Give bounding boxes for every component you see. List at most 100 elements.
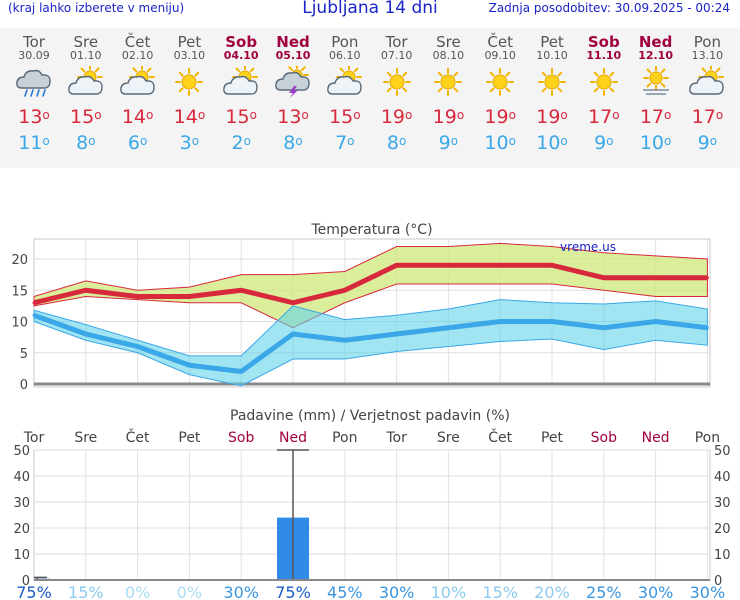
- day-column: Pet 03.10 14o 3o: [163, 28, 215, 154]
- min-temp: 9o: [594, 132, 614, 154]
- day-name: Čet: [124, 33, 151, 51]
- max-temp: 15o: [225, 106, 257, 128]
- temp-point: [239, 370, 243, 373]
- precip-ytick-left: 50: [13, 444, 30, 459]
- day-name: Čet: [487, 33, 513, 51]
- sun-icon: [378, 66, 416, 98]
- max-temp: 14o: [173, 106, 206, 128]
- precip-probability: 10%: [431, 583, 467, 600]
- precip-ytick-right: 40: [714, 470, 731, 485]
- temp-ytick-label: 10: [11, 316, 28, 331]
- precip-xtick-label: Sob: [228, 430, 254, 446]
- precip-probability: 0%: [177, 583, 202, 600]
- partly-cloudy-icon: [222, 64, 260, 98]
- day-date: 01.10: [70, 49, 102, 62]
- day-date: 09.10: [484, 49, 516, 62]
- precip-ytick-left: 0: [22, 574, 30, 589]
- min-temp: 10o: [639, 132, 672, 154]
- day-column: Tor 30.09 13o 11o: [8, 28, 60, 154]
- precip-probability: 30%: [379, 583, 415, 600]
- precip-probability: 75%: [16, 583, 52, 600]
- min-temp: 11o: [18, 132, 50, 154]
- temp-ytick-label: 0: [20, 378, 28, 393]
- temp-point: [446, 263, 450, 267]
- precip-chart-title: Padavine (mm) / Verjetnost padavin (%): [230, 408, 510, 424]
- location-hint[interactable]: (kraj lahko izberete v meniju): [8, 1, 185, 15]
- day-column: Tor 07.10 19o 8o: [371, 28, 423, 154]
- precip-probability: 20%: [534, 583, 570, 600]
- day-date: 03.10: [173, 49, 206, 62]
- precip-xtick-label: Tor: [385, 430, 407, 446]
- max-temp: 19o: [432, 106, 465, 128]
- day-date: 05.10: [275, 49, 311, 62]
- precip-xtick-label: Pon: [332, 430, 357, 446]
- temp-point: [705, 326, 709, 330]
- max-temp: 13o: [277, 106, 309, 128]
- day-name: Pet: [540, 33, 564, 51]
- thunderstorm-icon: [274, 63, 312, 98]
- max-temp: 15o: [329, 106, 361, 128]
- max-temp: 13o: [18, 106, 50, 128]
- temp-ytick-label: 15: [11, 284, 28, 299]
- day-column: Sob 04.10 15o 2o: [215, 28, 267, 154]
- temp-point: [343, 338, 347, 342]
- min-temp: 2o: [231, 132, 251, 154]
- day-date: 04.10: [223, 49, 259, 62]
- precip-xtick-label: Sre: [74, 430, 97, 446]
- precip-ytick-left: 10: [13, 548, 30, 563]
- temp-point: [550, 263, 554, 267]
- temp-series-line: [33, 312, 708, 374]
- precip-ytick-left: 30: [13, 496, 30, 511]
- precip-probability: 15%: [68, 583, 104, 600]
- day-name: Sre: [436, 33, 461, 51]
- day-name: Tor: [385, 33, 408, 51]
- precip-xtick-label: Pet: [178, 430, 201, 446]
- partly-cloudy-icon: [119, 64, 157, 98]
- temp-point: [654, 320, 658, 323]
- precip-probability: 30%: [223, 583, 259, 600]
- sun-icon: [170, 66, 208, 98]
- temp-point: [32, 301, 36, 305]
- max-temp: 15o: [70, 106, 102, 128]
- max-temp: 17o: [691, 106, 724, 128]
- temp-point: [291, 301, 295, 305]
- max-temp: 19o: [536, 106, 568, 128]
- partly-cloudy-icon: [67, 64, 105, 98]
- precip-xtick-label: Ned: [642, 430, 670, 446]
- day-name: Pon: [331, 33, 359, 51]
- max-temp: 17o: [639, 106, 672, 128]
- last-updated: Zadnja posodobitev: 30.09.2025 - 00:24: [488, 1, 730, 15]
- min-temp: 9o: [438, 132, 459, 154]
- temp-chart-title: Temperatura (°C): [310, 222, 432, 238]
- min-temp: 3o: [179, 132, 200, 154]
- forecast-strip: Tor 30.09 13o 11o Sre 01.10 15o 8o Čet 02.10 14o 6o…: [0, 28, 740, 168]
- precip-xtick-label: Ned: [279, 430, 307, 446]
- temp-point: [446, 326, 450, 330]
- precip-xtick-label: Tor: [23, 430, 45, 446]
- day-date: 08.10: [432, 49, 465, 62]
- precip-probability: 25%: [586, 583, 622, 600]
- day-column: Pet 10.10 19o 10o: [526, 28, 578, 154]
- min-temp: 8o: [76, 132, 96, 154]
- sun-icon: [429, 66, 467, 98]
- precip-ytick-right: 30: [714, 496, 731, 511]
- temp-point: [602, 276, 606, 280]
- sun-icon: [585, 66, 623, 98]
- min-temp: 10o: [536, 132, 568, 154]
- day-column: Ned 12.10 17o 10o: [630, 28, 682, 154]
- day-column: Pon 13.10 17o 9o: [681, 28, 733, 154]
- precip-xtick-label: Sob: [591, 430, 617, 446]
- temp-point: [239, 288, 243, 292]
- watermark: vreme.us: [560, 240, 616, 254]
- temp-point: [187, 295, 191, 298]
- day-date: 10.10: [536, 49, 568, 62]
- cloud-rain-icon: [15, 66, 53, 98]
- temp-point: [602, 326, 606, 330]
- day-date: 07.10: [380, 49, 413, 62]
- sun-haze-icon: [637, 65, 675, 98]
- precip-xtick-label: Čet: [126, 428, 150, 446]
- precip-probability: 75%: [275, 583, 311, 600]
- temp-point: [136, 295, 140, 298]
- day-name: Sre: [73, 33, 99, 51]
- precip-probability: 30%: [690, 583, 726, 600]
